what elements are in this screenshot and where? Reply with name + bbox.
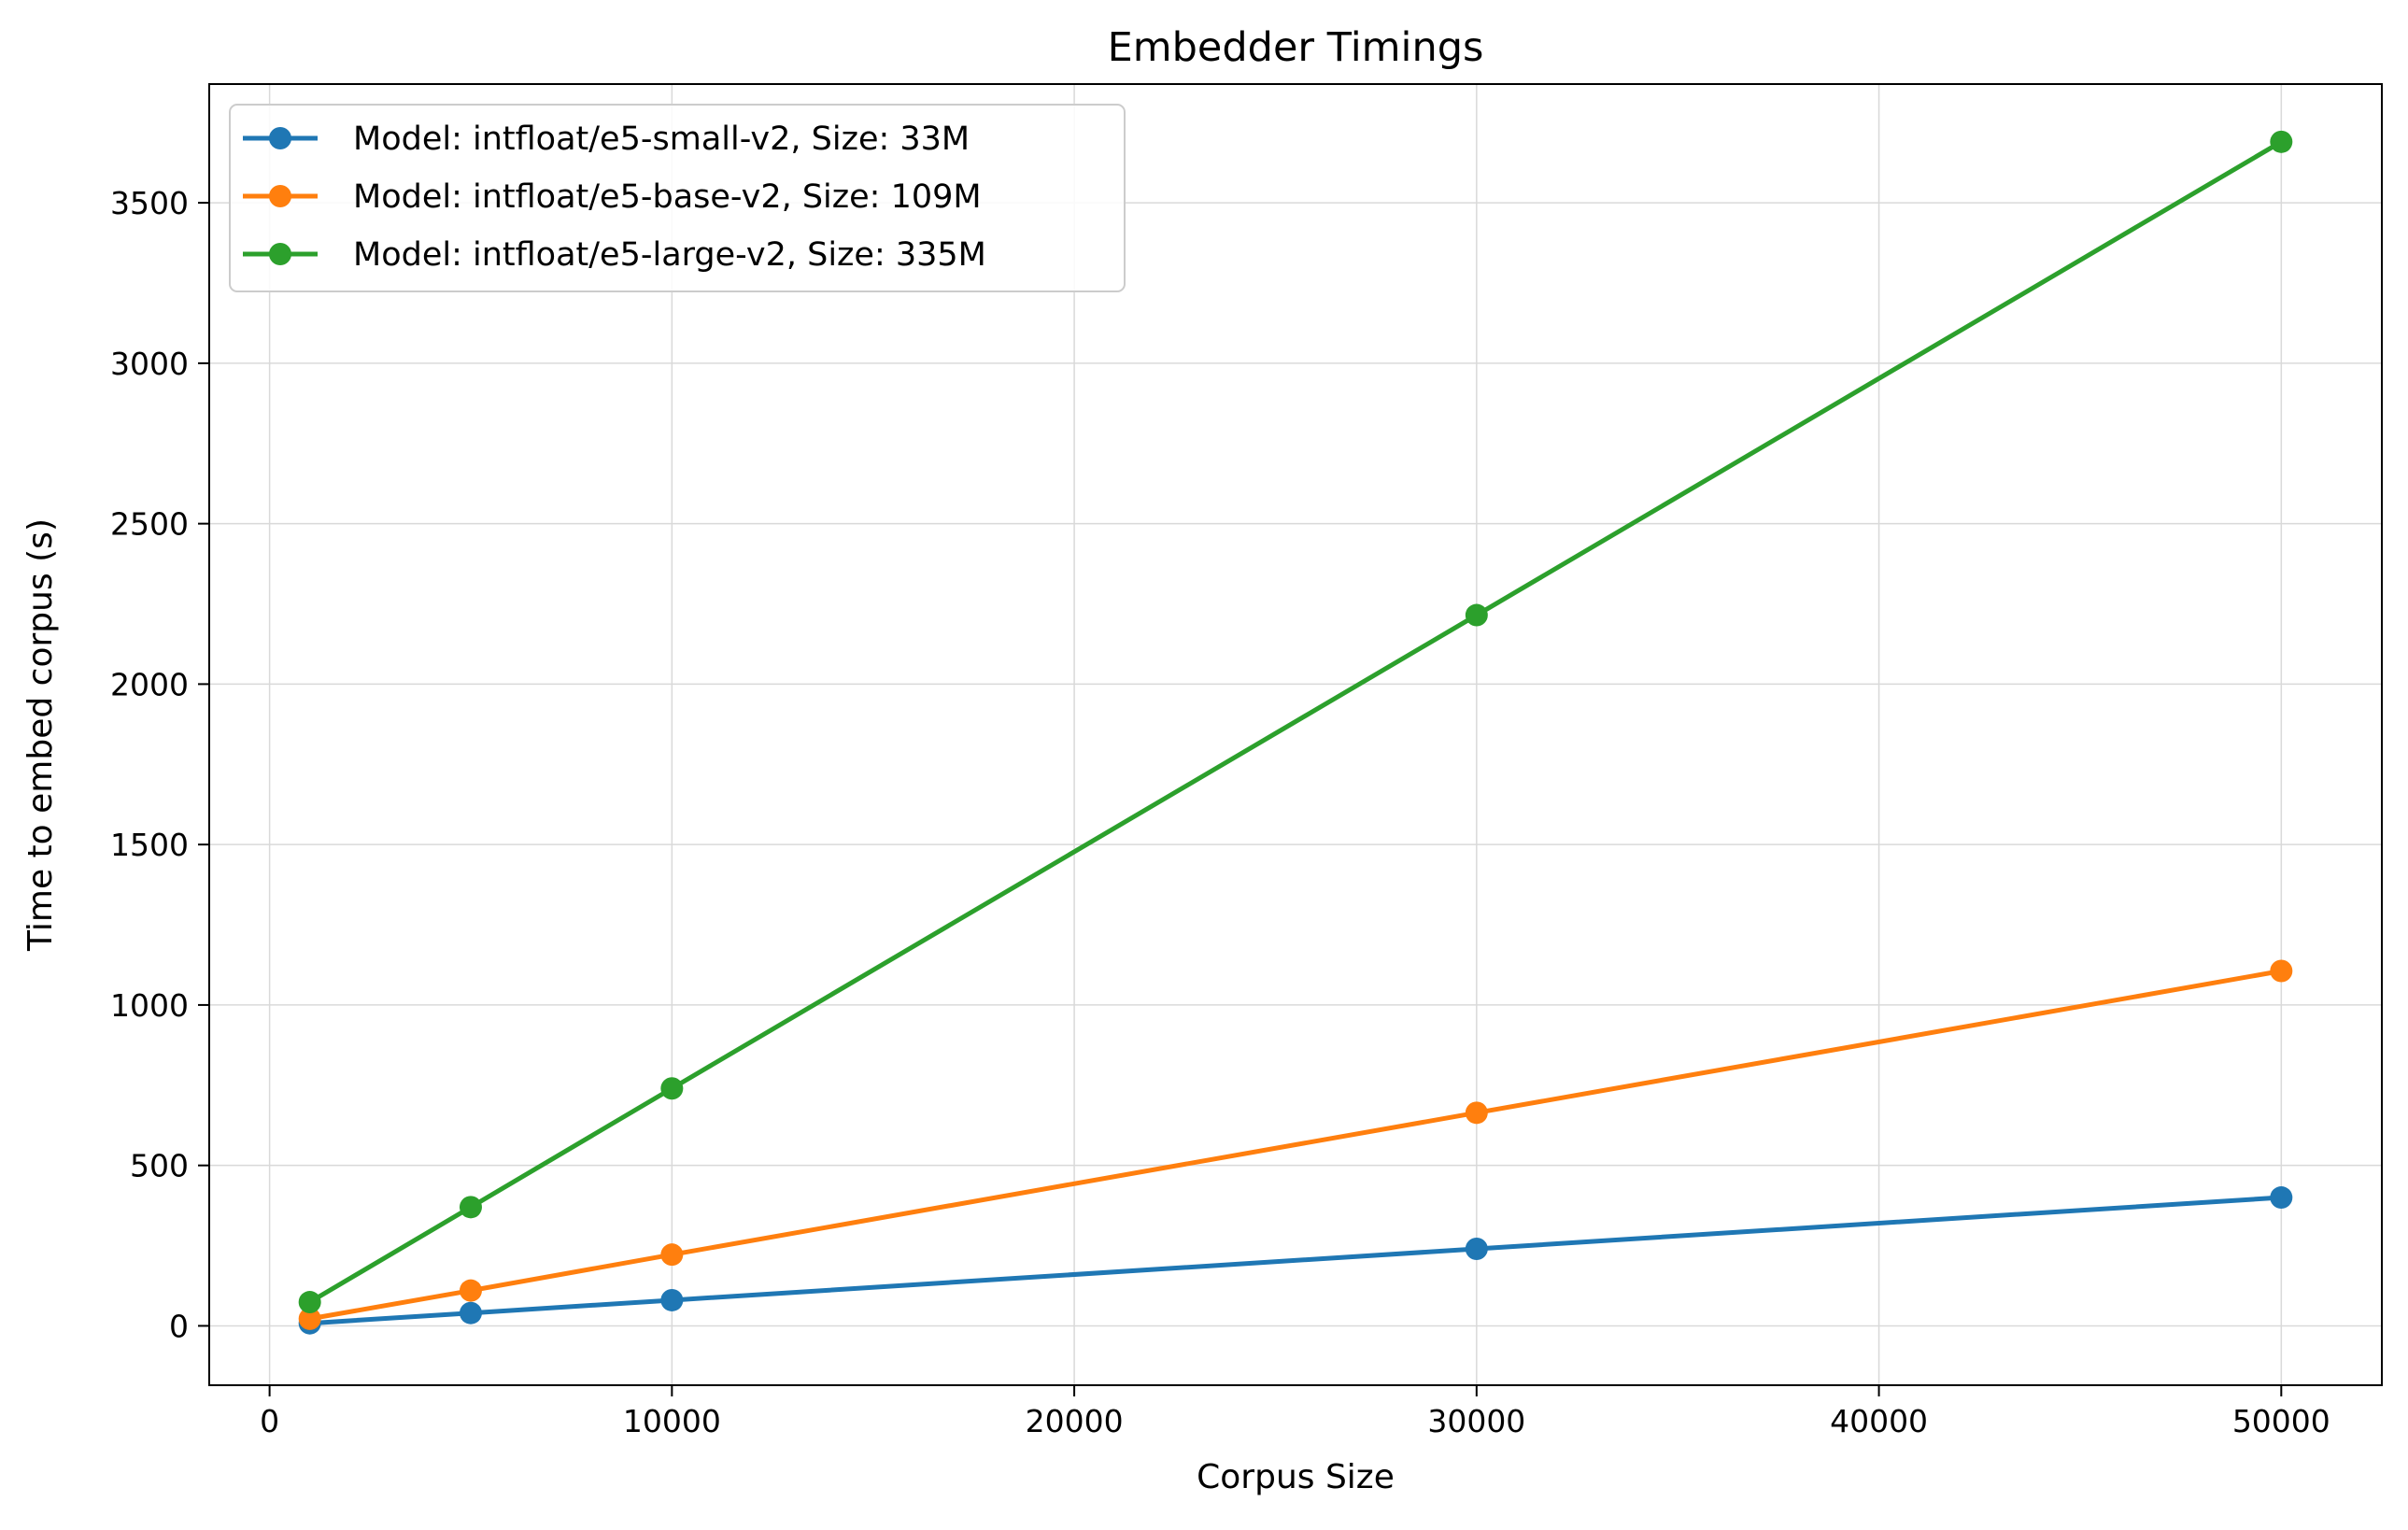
y-tick-label: 2000 [110, 666, 189, 702]
chart-title: Embedder Timings [1108, 24, 1484, 71]
x-tick-label: 0 [260, 1403, 279, 1439]
y-tick-label: 500 [130, 1148, 189, 1184]
legend-box [229, 104, 1126, 292]
legend-label: Model: intfloat/e5-large-v2, Size: 335M [353, 236, 986, 274]
legend-marker [269, 185, 291, 207]
axis-ticks: 0 10000 20000 30000 40000 50000 0 500 1000 1500 20… [110, 185, 2330, 1439]
data-point [459, 1279, 482, 1302]
legend-item: Model: intfloat/e5-base-v2, Size: 109M [243, 178, 982, 216]
data-point [1465, 1238, 1488, 1261]
x-tick-label: 30000 [1427, 1403, 1525, 1439]
data-point [2270, 130, 2293, 153]
data-point [2270, 1186, 2293, 1210]
data-point [1465, 603, 1488, 627]
y-tick-label: 3000 [110, 346, 189, 382]
legend-label: Model: intfloat/e5-small-v2, Size: 33M [353, 120, 970, 158]
x-tick-label: 50000 [2232, 1403, 2330, 1439]
data-point [660, 1077, 684, 1100]
legend-label: Model: intfloat/e5-base-v2, Size: 109M [353, 178, 982, 216]
data-point [1465, 1101, 1488, 1125]
x-tick-label: 10000 [623, 1403, 721, 1439]
y-axis-label: Time to embed corpus (s) [21, 518, 60, 952]
data-point [298, 1307, 321, 1330]
legend-marker [269, 127, 291, 149]
series-2 [298, 959, 2293, 1330]
data-point [2270, 959, 2293, 983]
y-tick-label: 3500 [110, 185, 189, 221]
y-tick-label: 1500 [110, 827, 189, 863]
grid [209, 84, 2382, 1385]
x-axis-label: Corpus Size [1197, 1458, 1395, 1496]
legend: Model: intfloat/e5-small-v2, Size: 33M Mo… [229, 104, 1126, 292]
y-tick-label: 1000 [110, 987, 189, 1024]
data-point [298, 1291, 321, 1314]
data-point [459, 1301, 482, 1325]
x-tick-label: 20000 [1026, 1403, 1124, 1439]
legend-item: Model: intfloat/e5-small-v2, Size: 33M [243, 120, 970, 158]
data-point [459, 1196, 482, 1219]
y-tick-label: 0 [169, 1308, 189, 1344]
series-3 [298, 130, 2293, 1314]
y-tick-label: 2500 [110, 506, 189, 543]
plot-frame [208, 83, 2383, 1386]
series-layer [298, 130, 2293, 1335]
data-point [660, 1243, 684, 1267]
x-tick-label: 40000 [1830, 1403, 1928, 1439]
data-point [660, 1288, 684, 1311]
legend-item: Model: intfloat/e5-large-v2, Size: 335M [243, 236, 986, 274]
legend-marker [269, 243, 291, 265]
